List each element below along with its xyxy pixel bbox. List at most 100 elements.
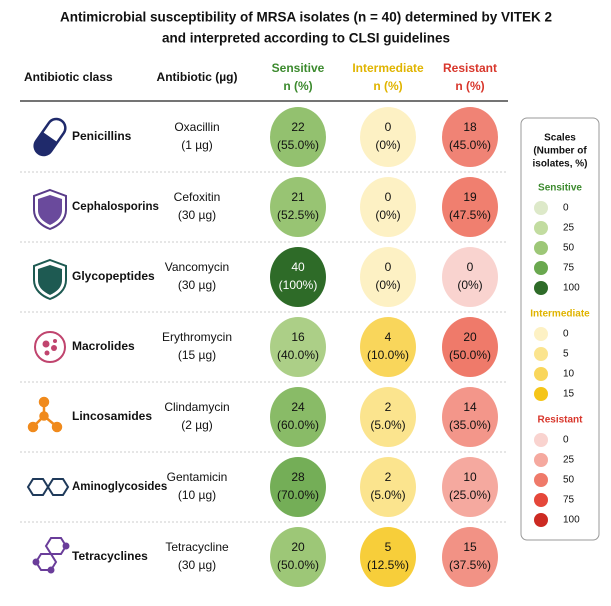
legend-value: 75	[563, 495, 575, 506]
result-count: 15	[463, 540, 477, 554]
antibiotic-class: Cephalosporins	[72, 201, 159, 213]
legend-value: 100	[563, 283, 580, 294]
result-count: 24	[291, 400, 305, 414]
result-percent: (37.5%)	[449, 558, 491, 572]
result-circle	[442, 177, 498, 237]
legend-value: 75	[563, 263, 575, 274]
legend-section: Resistant	[537, 415, 583, 426]
result-percent: (12.5%)	[367, 558, 409, 572]
result-percent: (60.0%)	[277, 418, 319, 432]
result-count: 20	[463, 330, 477, 344]
result-percent: (0%)	[375, 278, 400, 292]
result-percent: (5.0%)	[370, 418, 405, 432]
legend-value: 5	[563, 349, 569, 360]
result-circle	[442, 387, 498, 447]
legend-swatch	[534, 453, 548, 467]
result-circle	[270, 177, 326, 237]
antibiotic-class: Tetracyclines	[72, 549, 148, 563]
antibiotic-dose: (30 µg)	[178, 558, 216, 572]
legend-swatch	[534, 387, 548, 401]
legend-swatch	[534, 221, 548, 235]
legend-value: 100	[563, 515, 580, 526]
result-count: 2	[385, 400, 392, 414]
header-resistant-sub: n (%)	[455, 79, 484, 93]
antibiotic-dose: (30 µg)	[178, 208, 216, 222]
antibiotic-name: Oxacillin	[174, 120, 219, 134]
result-circle	[270, 317, 326, 377]
header-class: Antibiotic class	[24, 70, 113, 84]
legend-swatch	[534, 473, 548, 487]
result-count: 40	[291, 260, 305, 274]
result-percent: (45.0%)	[449, 138, 491, 152]
header-intermediate: Intermediate	[352, 61, 424, 75]
result-count: 2	[385, 470, 392, 484]
result-count: 0	[467, 260, 474, 274]
legend-swatch	[534, 281, 548, 295]
legend-value: 10	[563, 369, 575, 380]
legend-swatch	[534, 513, 548, 527]
result-percent: (55.0%)	[277, 138, 319, 152]
result-circle	[442, 457, 498, 517]
antibiotic-name: Cefoxitin	[174, 190, 221, 204]
result-circle	[442, 107, 498, 167]
result-circle	[270, 247, 326, 307]
legend-swatch	[534, 241, 548, 255]
result-circle	[270, 527, 326, 587]
result-circle	[360, 387, 416, 447]
result-circle	[360, 107, 416, 167]
legend-value: 25	[563, 223, 575, 234]
legend-swatch	[534, 433, 548, 447]
antibiotic-class: Glycopeptides	[72, 269, 155, 283]
legend-value: 0	[563, 203, 569, 214]
result-circle	[442, 247, 498, 307]
result-count: 4	[385, 330, 392, 344]
result-circle	[270, 457, 326, 517]
result-percent: (0%)	[375, 208, 400, 222]
result-circle	[270, 387, 326, 447]
legend-title: isolates, %)	[532, 159, 587, 170]
result-percent: (10.0%)	[367, 348, 409, 362]
antibiotic-class: Aminoglycosides	[72, 481, 167, 493]
antibiotic-dose: (30 µg)	[178, 278, 216, 292]
header-antibiotic: Antibiotic (µg)	[157, 70, 238, 84]
title: Antimicrobial susceptibility of MRSA iso…	[60, 10, 552, 25]
antibiotic-name: Erythromycin	[162, 330, 232, 344]
result-percent: (5.0%)	[370, 488, 405, 502]
result-count: 28	[291, 470, 305, 484]
antibiotic-dose: (10 µg)	[178, 488, 216, 502]
antibiotic-class: Penicillins	[72, 129, 132, 143]
header-intermediate-sub: n (%)	[373, 79, 402, 93]
result-circle	[442, 317, 498, 377]
legend-value: 50	[563, 475, 575, 486]
result-count: 16	[291, 330, 305, 344]
result-circle	[360, 457, 416, 517]
legend-value: 50	[563, 243, 575, 254]
result-percent: (35.0%)	[449, 418, 491, 432]
antibiotic-dose: (2 µg)	[181, 418, 213, 432]
result-percent: (25.0%)	[449, 488, 491, 502]
legend-swatch	[534, 367, 548, 381]
legend-box	[520, 117, 600, 541]
result-count: 0	[385, 190, 392, 204]
class-icons	[26, 117, 70, 574]
result-count: 0	[385, 260, 392, 274]
result-circle	[270, 107, 326, 167]
result-circle	[360, 317, 416, 377]
result-count: 0	[385, 120, 392, 134]
result-percent: (70.0%)	[277, 488, 319, 502]
result-percent: (0%)	[375, 138, 400, 152]
legend-title: (Number of	[533, 146, 587, 157]
legend-value: 0	[563, 435, 569, 446]
header-resistant: Resistant	[443, 61, 497, 75]
legend-value: 0	[563, 329, 569, 340]
result-count: 10	[463, 470, 477, 484]
result-circle	[360, 177, 416, 237]
result-count: 19	[463, 190, 477, 204]
antibiotic-name: Gentamicin	[167, 470, 228, 484]
legend-swatch	[534, 493, 548, 507]
antibiotic-dose: (15 µg)	[178, 348, 216, 362]
legend-section: Intermediate	[530, 309, 590, 320]
antibiotic-name: Vancomycin	[165, 260, 229, 274]
legend-section: Sensitive	[538, 183, 582, 194]
